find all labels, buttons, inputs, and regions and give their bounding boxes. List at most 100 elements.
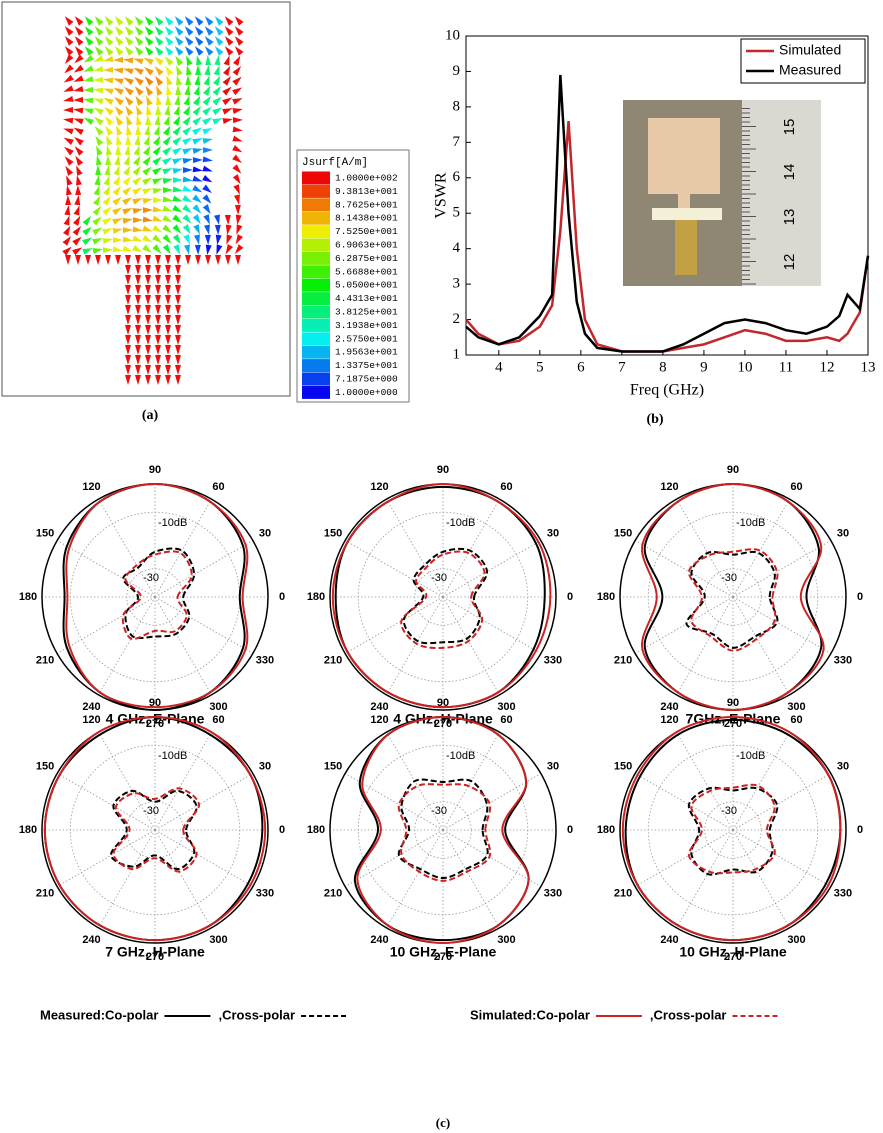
current-arrow xyxy=(224,36,234,46)
angle-label: 90 xyxy=(149,697,161,709)
angle-label: 210 xyxy=(324,654,342,666)
current-arrow xyxy=(202,204,211,215)
radial-grid-ring xyxy=(647,511,819,683)
angle-label: 60 xyxy=(212,481,224,493)
colorbar-label: 1.0000e+000 xyxy=(335,387,398,398)
current-arrow xyxy=(175,345,181,355)
current-arrow xyxy=(63,225,71,236)
angle-grid-line xyxy=(442,773,542,831)
pattern-line xyxy=(121,550,193,641)
caption: (b) xyxy=(646,412,663,427)
colorbar-label: 1.9563e+001 xyxy=(335,347,398,358)
angle-label: 300 xyxy=(497,701,515,713)
angle-label: 0 xyxy=(567,824,573,836)
current-arrow xyxy=(214,46,224,56)
current-arrow xyxy=(113,78,124,85)
current-arrow xyxy=(135,355,141,365)
angle-label: 90 xyxy=(149,464,161,476)
x-tick-label: 11 xyxy=(779,359,793,375)
colorbar-swatch xyxy=(302,225,330,239)
y-tick-label: 4 xyxy=(453,240,461,256)
current-arrow xyxy=(134,36,144,46)
current-arrow xyxy=(204,65,211,76)
angle-label: 90 xyxy=(437,697,449,709)
current-arrow xyxy=(102,238,113,244)
current-arrow xyxy=(92,227,103,236)
angle-label: 330 xyxy=(834,887,852,899)
current-arrow xyxy=(144,76,154,86)
colorbar-swatch xyxy=(302,198,330,212)
current-arrow xyxy=(134,46,144,56)
colorbar-swatch xyxy=(302,305,330,319)
current-arrow xyxy=(102,196,112,206)
current-arrow xyxy=(162,168,173,175)
current-arrow xyxy=(194,234,200,245)
angle-label: 300 xyxy=(497,934,515,946)
angle-label: 30 xyxy=(259,760,271,772)
current-arrow xyxy=(83,108,94,115)
current-arrow xyxy=(113,67,124,74)
current-arrow xyxy=(232,126,243,133)
angle-label: 30 xyxy=(547,760,559,772)
angle-grid-line xyxy=(732,773,832,831)
pattern-line xyxy=(400,550,486,649)
current-arrow xyxy=(123,165,131,176)
angle-label: 150 xyxy=(324,760,342,772)
current-arrow xyxy=(202,165,213,172)
current-arrow xyxy=(135,365,141,375)
current-arrow xyxy=(175,55,184,66)
current-arrow xyxy=(104,26,114,36)
angle-label: 0 xyxy=(279,591,285,603)
current-arrow xyxy=(232,108,243,114)
current-arrow xyxy=(105,155,112,166)
current-arrow xyxy=(125,285,131,295)
angle-label: 60 xyxy=(500,481,512,493)
current-arrow xyxy=(142,216,153,223)
current-arrow xyxy=(182,148,193,155)
current-arrow xyxy=(82,237,93,246)
current-arrow xyxy=(114,26,124,36)
current-arrow xyxy=(135,315,141,325)
current-arrow xyxy=(226,234,233,245)
angle-grid-line xyxy=(634,540,734,598)
current-arrow xyxy=(94,175,101,186)
angle-label: 270 xyxy=(724,951,742,963)
current-arrow xyxy=(162,244,171,255)
current-arrow xyxy=(132,217,143,224)
current-arrow xyxy=(146,105,152,116)
ruler-label: 13 xyxy=(781,209,798,226)
angle-grid-line xyxy=(344,829,444,887)
current-arrow xyxy=(162,205,173,212)
angle-grid-line xyxy=(344,773,444,831)
y-tick-label: 6 xyxy=(453,169,461,185)
current-arrow xyxy=(146,95,153,106)
current-arrow xyxy=(162,178,173,184)
current-arrow xyxy=(195,255,201,265)
current-arrow xyxy=(122,208,133,215)
current-arrow xyxy=(165,295,171,305)
x-tick-label: 6 xyxy=(577,359,585,375)
current-arrow xyxy=(152,178,163,185)
current-arrow xyxy=(93,107,104,115)
x-axis-label: Freq (GHz) xyxy=(630,382,704,399)
current-arrow xyxy=(193,85,200,96)
current-arrow xyxy=(152,234,162,244)
current-arrow xyxy=(163,115,170,126)
angle-grid-line xyxy=(634,773,734,831)
current-arrow xyxy=(155,315,161,325)
current-arrow xyxy=(124,86,134,96)
current-arrow xyxy=(83,86,94,93)
current-arrow xyxy=(74,46,84,56)
current-arrow xyxy=(166,85,172,96)
current-arrow xyxy=(213,75,221,86)
angle-label: 180 xyxy=(307,591,325,603)
current-arrow xyxy=(124,46,134,56)
current-arrow xyxy=(212,96,222,106)
current-arrow xyxy=(135,295,141,305)
current-arrow xyxy=(102,247,113,254)
current-arrow xyxy=(135,305,141,315)
angle-label: 60 xyxy=(790,481,802,493)
pattern-line xyxy=(109,789,198,871)
current-arrow xyxy=(74,54,84,64)
current-arrow xyxy=(144,36,154,46)
